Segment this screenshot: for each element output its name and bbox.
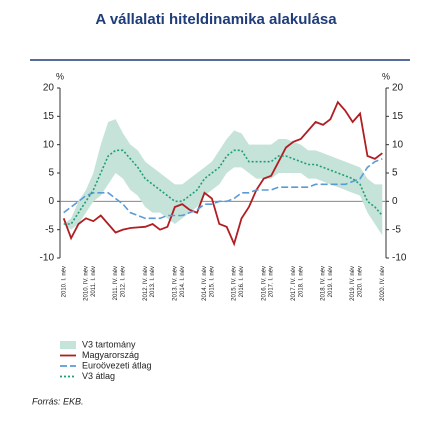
x-tick-label: 2010. IV. név [84, 266, 90, 301]
legend-label: V3 tartomány [82, 339, 136, 349]
legend-label: V3 átlag [82, 371, 115, 381]
series-line [62, 100, 383, 247]
y-tick-label: 20 [43, 83, 55, 94]
range-band [63, 119, 383, 236]
x-tick-label: 2016. IV. név [261, 266, 267, 301]
x-tick-label: 2020. I. név [358, 266, 364, 297]
x-tick-label: 2016. I. név [239, 266, 245, 297]
y2-tick-label: 0 [392, 196, 398, 207]
y-tick-label: 10 [43, 139, 55, 150]
y2-tick-label: 15 [392, 111, 404, 122]
x-tick-label: 2013. I. név [150, 266, 156, 297]
x-tick-label: 2015. I. név [209, 266, 215, 297]
legend-label: Magyarország [82, 350, 139, 360]
series-line [63, 158, 383, 220]
x-tick-label: 2018. I. név [298, 266, 304, 297]
y2-tick-label: 20 [392, 83, 404, 94]
x-tick-label: 2017. IV. név [291, 266, 297, 301]
x-tick-label: 2014. IV. név [202, 266, 208, 301]
x-tick-label: 2019. I. név [328, 266, 334, 297]
x-tick-label: 2019. IV. név [350, 266, 356, 301]
x-tick-label: 2018. IV. név [321, 266, 327, 301]
x-tick-label: 2014. I. név [180, 266, 186, 297]
x-tick-label: 2011. IV. név [113, 266, 119, 300]
y2-tick-label: 5 [392, 168, 398, 179]
y2-tick-label: 10 [392, 139, 404, 150]
y-tick-label: -5 [45, 224, 54, 235]
y-tick-label: -10 [40, 253, 55, 264]
x-tick-label: 2017. I. név [269, 266, 275, 297]
x-tick-label: 2010. I. név [61, 266, 67, 297]
y-tick-label: 15 [43, 111, 55, 122]
x-tick-label: 2020. IV. név [380, 266, 386, 301]
x-tick-label: 2011. I. név [91, 266, 97, 297]
x-tick-label: 2012. I. név [121, 266, 127, 297]
series-line [63, 149, 383, 225]
x-tick-label: 2012. IV. név [143, 266, 149, 301]
legend-swatch [60, 341, 76, 349]
x-tick-label: 2013. IV. név [172, 266, 178, 301]
y2-tick-label: -5 [392, 224, 401, 235]
x-tick-label: 2015. IV. név [232, 266, 238, 301]
legend-label: Euroövezeti átlag [82, 360, 152, 370]
chart-title: A vállalati hiteldinamika alakulása [95, 11, 337, 28]
y-tick-label: 5 [48, 168, 54, 179]
y2-tick-label: -10 [392, 253, 407, 264]
source: Forrás: EKB. [32, 396, 84, 406]
y2-axis-label: % [382, 71, 390, 81]
y-axis-label: % [56, 71, 64, 81]
y-tick-label: 0 [48, 196, 54, 207]
